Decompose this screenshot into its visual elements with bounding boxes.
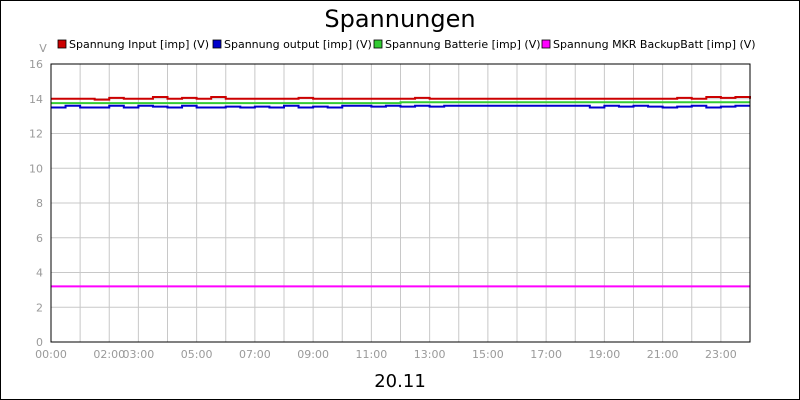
x-tick-label: 19:00 — [589, 348, 621, 361]
y-tick-label: 10 — [29, 162, 43, 175]
x-tick-label: 02:00 — [93, 348, 125, 361]
y-tick-label: 6 — [36, 232, 43, 245]
x-tick-label: 05:00 — [181, 348, 213, 361]
x-tick-label: 23:00 — [705, 348, 737, 361]
series-line-3 — [51, 101, 750, 105]
y-tick-label: 16 — [29, 58, 43, 71]
x-tick-label: 15:00 — [472, 348, 504, 361]
x-tick-label: 07:00 — [239, 348, 271, 361]
series-line-1 — [51, 96, 751, 101]
y-tick-label: 4 — [36, 267, 43, 280]
x-tick-label: 17:00 — [530, 348, 562, 361]
legend-label-1: Spannung Input [imp] (V) — [69, 38, 209, 51]
x-axis-date-label: 20.11 — [374, 371, 426, 392]
x-tick-label: 11:00 — [356, 348, 388, 361]
x-tick-label: 09:00 — [297, 348, 329, 361]
chart-title: Spannungen — [324, 5, 475, 33]
y-axis-ticks: 0 2 4 6 8 10 12 14 16 — [29, 58, 43, 349]
y-tick-label: 0 — [36, 336, 43, 349]
legend: Spannung Input [imp] (V) Spannung output … — [57, 38, 756, 51]
plot-area — [50, 63, 751, 343]
legend-label-3: Spannung Batterie [imp] (V) — [385, 38, 541, 51]
x-tick-label: 00:00 — [35, 348, 67, 361]
legend-swatch-4 — [541, 39, 551, 49]
y-tick-label: 8 — [36, 197, 43, 210]
x-tick-label: 21:00 — [647, 348, 679, 361]
legend-swatch-2 — [212, 39, 222, 49]
legend-label-2: Spannung output [imp] (V) — [224, 38, 372, 51]
y-tick-label: 14 — [29, 93, 43, 106]
y-axis-unit: V — [39, 42, 47, 55]
legend-swatch-3 — [373, 39, 383, 49]
series-line-2 — [51, 104, 750, 109]
x-tick-label: 13:00 — [414, 348, 446, 361]
x-tick-label: 03:00 — [123, 348, 155, 361]
series-lines — [51, 96, 751, 288]
y-tick-label: 12 — [29, 128, 43, 141]
legend-label-4: Spannung MKR BackupBatt [imp] (V) — [553, 38, 756, 51]
y-tick-label: 2 — [36, 301, 43, 314]
legend-swatch-1 — [57, 39, 67, 49]
